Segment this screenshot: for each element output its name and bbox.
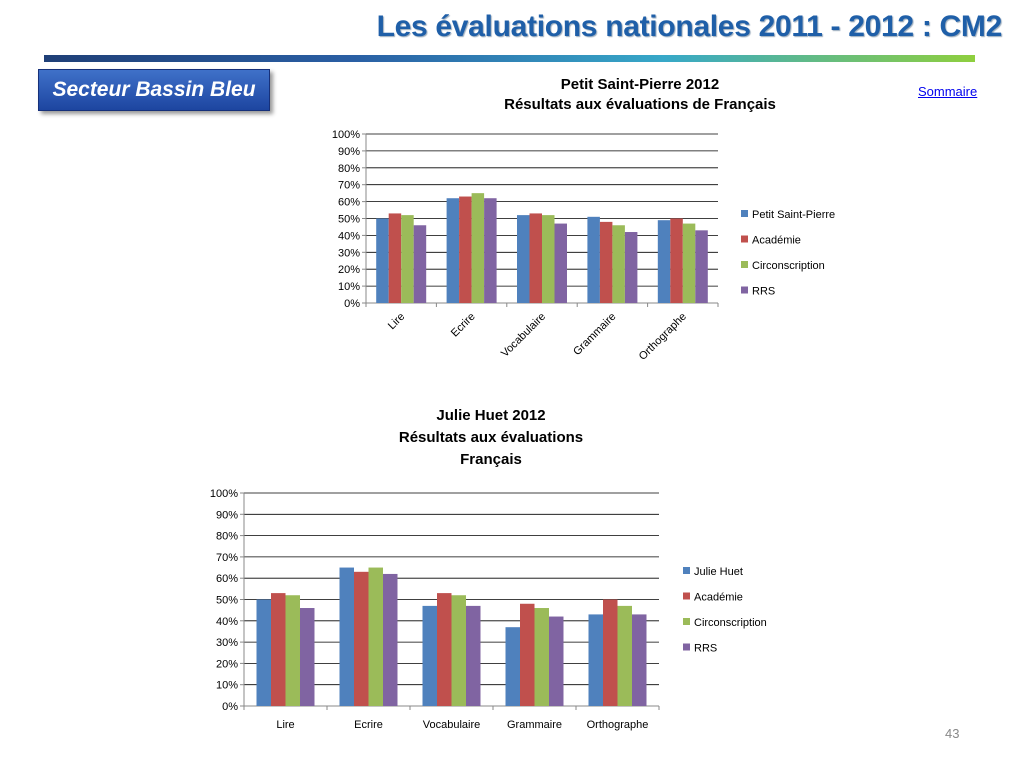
bar-julie-huet-grammaire [505, 627, 520, 706]
bar-circonscription-ecrire [368, 567, 383, 706]
y-tick-label: 80% [216, 531, 238, 543]
chart-title-line: Julie Huet 2012 [436, 407, 545, 424]
bar-circonscription-ecrire [471, 193, 485, 303]
chart-title-line: Petit Saint-Pierre 2012 [561, 76, 719, 93]
x-category-label: Ecrire [354, 719, 383, 731]
legend-swatch [683, 592, 690, 600]
bar-acad-mie-vocabulaire [437, 593, 452, 706]
bar-rrs-lire [300, 608, 315, 706]
legend-swatch [683, 618, 690, 625]
bar-acad-mie-grammaire [520, 603, 535, 706]
x-category-label: Lire [276, 719, 294, 731]
y-tick-label: 30% [216, 637, 238, 649]
bar-rrs-orthographe [695, 230, 708, 303]
bar-petit-saint-pierre-grammaire [587, 216, 600, 303]
bar-circonscription-vocabulaire [542, 215, 555, 303]
y-tick-label: 90% [216, 509, 238, 521]
y-tick-label: 100% [332, 129, 360, 141]
y-tick-label: 60% [338, 197, 360, 209]
legend-label: RRS [752, 286, 775, 298]
legend-label: Petit Saint-Pierre [752, 209, 835, 221]
bar-circonscription-orthographe [682, 223, 696, 303]
bar-acad-mie-orthographe [603, 599, 618, 706]
chart-title-line: Résultats aux évaluations de Français [504, 96, 776, 113]
legend-label: Académie [752, 235, 801, 247]
bar-acad-mie-grammaire [599, 221, 613, 303]
y-tick-label: 20% [216, 658, 238, 670]
bar-rrs-grammaire [624, 232, 638, 303]
bar-rrs-vocabulaire [466, 605, 481, 706]
bar-acad-mie-lire [271, 593, 286, 706]
slide-number: 43 [945, 726, 960, 741]
y-tick-label: 0% [222, 701, 238, 713]
legend-label: Julie Huet [694, 566, 743, 578]
legend-label: RRS [694, 643, 717, 655]
legend-swatch [683, 643, 690, 651]
bar-rrs-ecrire [484, 198, 497, 303]
y-tick-label: 100% [210, 488, 238, 500]
y-tick-label: 0% [344, 298, 360, 310]
y-tick-label: 70% [338, 180, 360, 192]
y-tick-label: 40% [216, 616, 238, 628]
bar-rrs-lire [413, 225, 427, 303]
x-category-label: Grammaire [507, 719, 562, 731]
bar-circonscription-lire [285, 595, 300, 706]
y-tick-label: 60% [216, 573, 238, 585]
bar-julie-huet-orthographe [588, 614, 603, 706]
bar-rrs-ecrire [383, 573, 398, 706]
y-tick-label: 10% [216, 680, 238, 692]
bar-acad-mie-lire [388, 213, 402, 303]
bar-acad-mie-vocabulaire [529, 213, 542, 303]
legend-swatch [741, 210, 748, 217]
bar-julie-huet-lire [256, 599, 271, 706]
bar-circonscription-lire [401, 215, 414, 303]
bar-acad-mie-ecrire [459, 196, 472, 303]
bar-acad-mie-orthographe [670, 218, 683, 303]
title-underline-bar [44, 55, 975, 62]
y-tick-label: 10% [338, 281, 360, 293]
bar-julie-huet-ecrire [339, 567, 354, 706]
bar-rrs-vocabulaire [554, 223, 567, 303]
sommaire-link[interactable]: Sommaire [918, 84, 978, 99]
bar-petit-saint-pierre-ecrire [446, 198, 460, 303]
y-tick-label: 50% [216, 595, 238, 607]
bar-circonscription-orthographe [617, 605, 632, 706]
sector-label: Secteur Bassin Bleu [38, 69, 270, 111]
bar-petit-saint-pierre-lire [376, 218, 389, 303]
y-tick-label: 50% [338, 214, 360, 226]
bar-circonscription-vocabulaire [451, 595, 466, 706]
y-tick-label: 80% [338, 163, 360, 175]
y-tick-label: 40% [338, 230, 360, 242]
legend-swatch [741, 261, 748, 268]
y-tick-label: 90% [338, 146, 360, 158]
bar-julie-huet-vocabulaire [422, 605, 437, 706]
legend-label: Académie [694, 592, 743, 604]
y-tick-label: 70% [216, 552, 238, 564]
bar-petit-saint-pierre-orthographe [657, 220, 671, 303]
bar-rrs-grammaire [549, 616, 564, 706]
legend-swatch [741, 286, 748, 294]
bar-rrs-orthographe [632, 614, 647, 706]
bar-circonscription-grammaire [612, 225, 625, 303]
legend-label: Circonscription [694, 617, 767, 629]
chart-title-line: Français [460, 451, 522, 468]
legend-swatch [683, 567, 690, 574]
x-category-label: Vocabulaire [423, 719, 481, 731]
y-tick-label: 20% [338, 264, 360, 276]
bar-petit-saint-pierre-vocabulaire [517, 215, 530, 303]
x-category-label: Orthographe [587, 719, 649, 731]
chart-title-line: Résultats aux évaluations [399, 429, 583, 446]
legend-swatch [741, 235, 748, 243]
y-tick-label: 30% [338, 247, 360, 259]
legend-label: Circonscription [752, 260, 825, 272]
bar-acad-mie-ecrire [354, 571, 369, 706]
bar-circonscription-grammaire [534, 608, 549, 706]
page-title: Les évaluations nationales 2011 - 2012 :… [376, 10, 1003, 43]
